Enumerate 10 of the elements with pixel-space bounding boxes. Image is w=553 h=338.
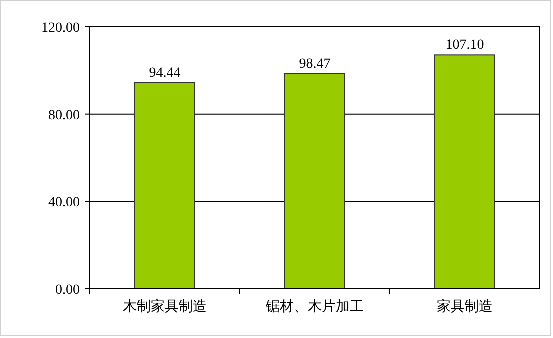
- ytick: 40.00: [48, 196, 80, 211]
- ytick: 80.00: [48, 108, 80, 124]
- data-label: 94.44: [149, 66, 181, 81]
- ytick: 120.00: [42, 21, 80, 36]
- xtick: 锯材、木片加工: [266, 299, 364, 315]
- ytick: 0.00: [56, 283, 80, 298]
- data-label: 107.10: [446, 38, 484, 54]
- xtick: 家具制造: [437, 299, 493, 315]
- data-label: 98.47: [299, 57, 331, 72]
- xtick: 木制家具制造: [123, 299, 207, 315]
